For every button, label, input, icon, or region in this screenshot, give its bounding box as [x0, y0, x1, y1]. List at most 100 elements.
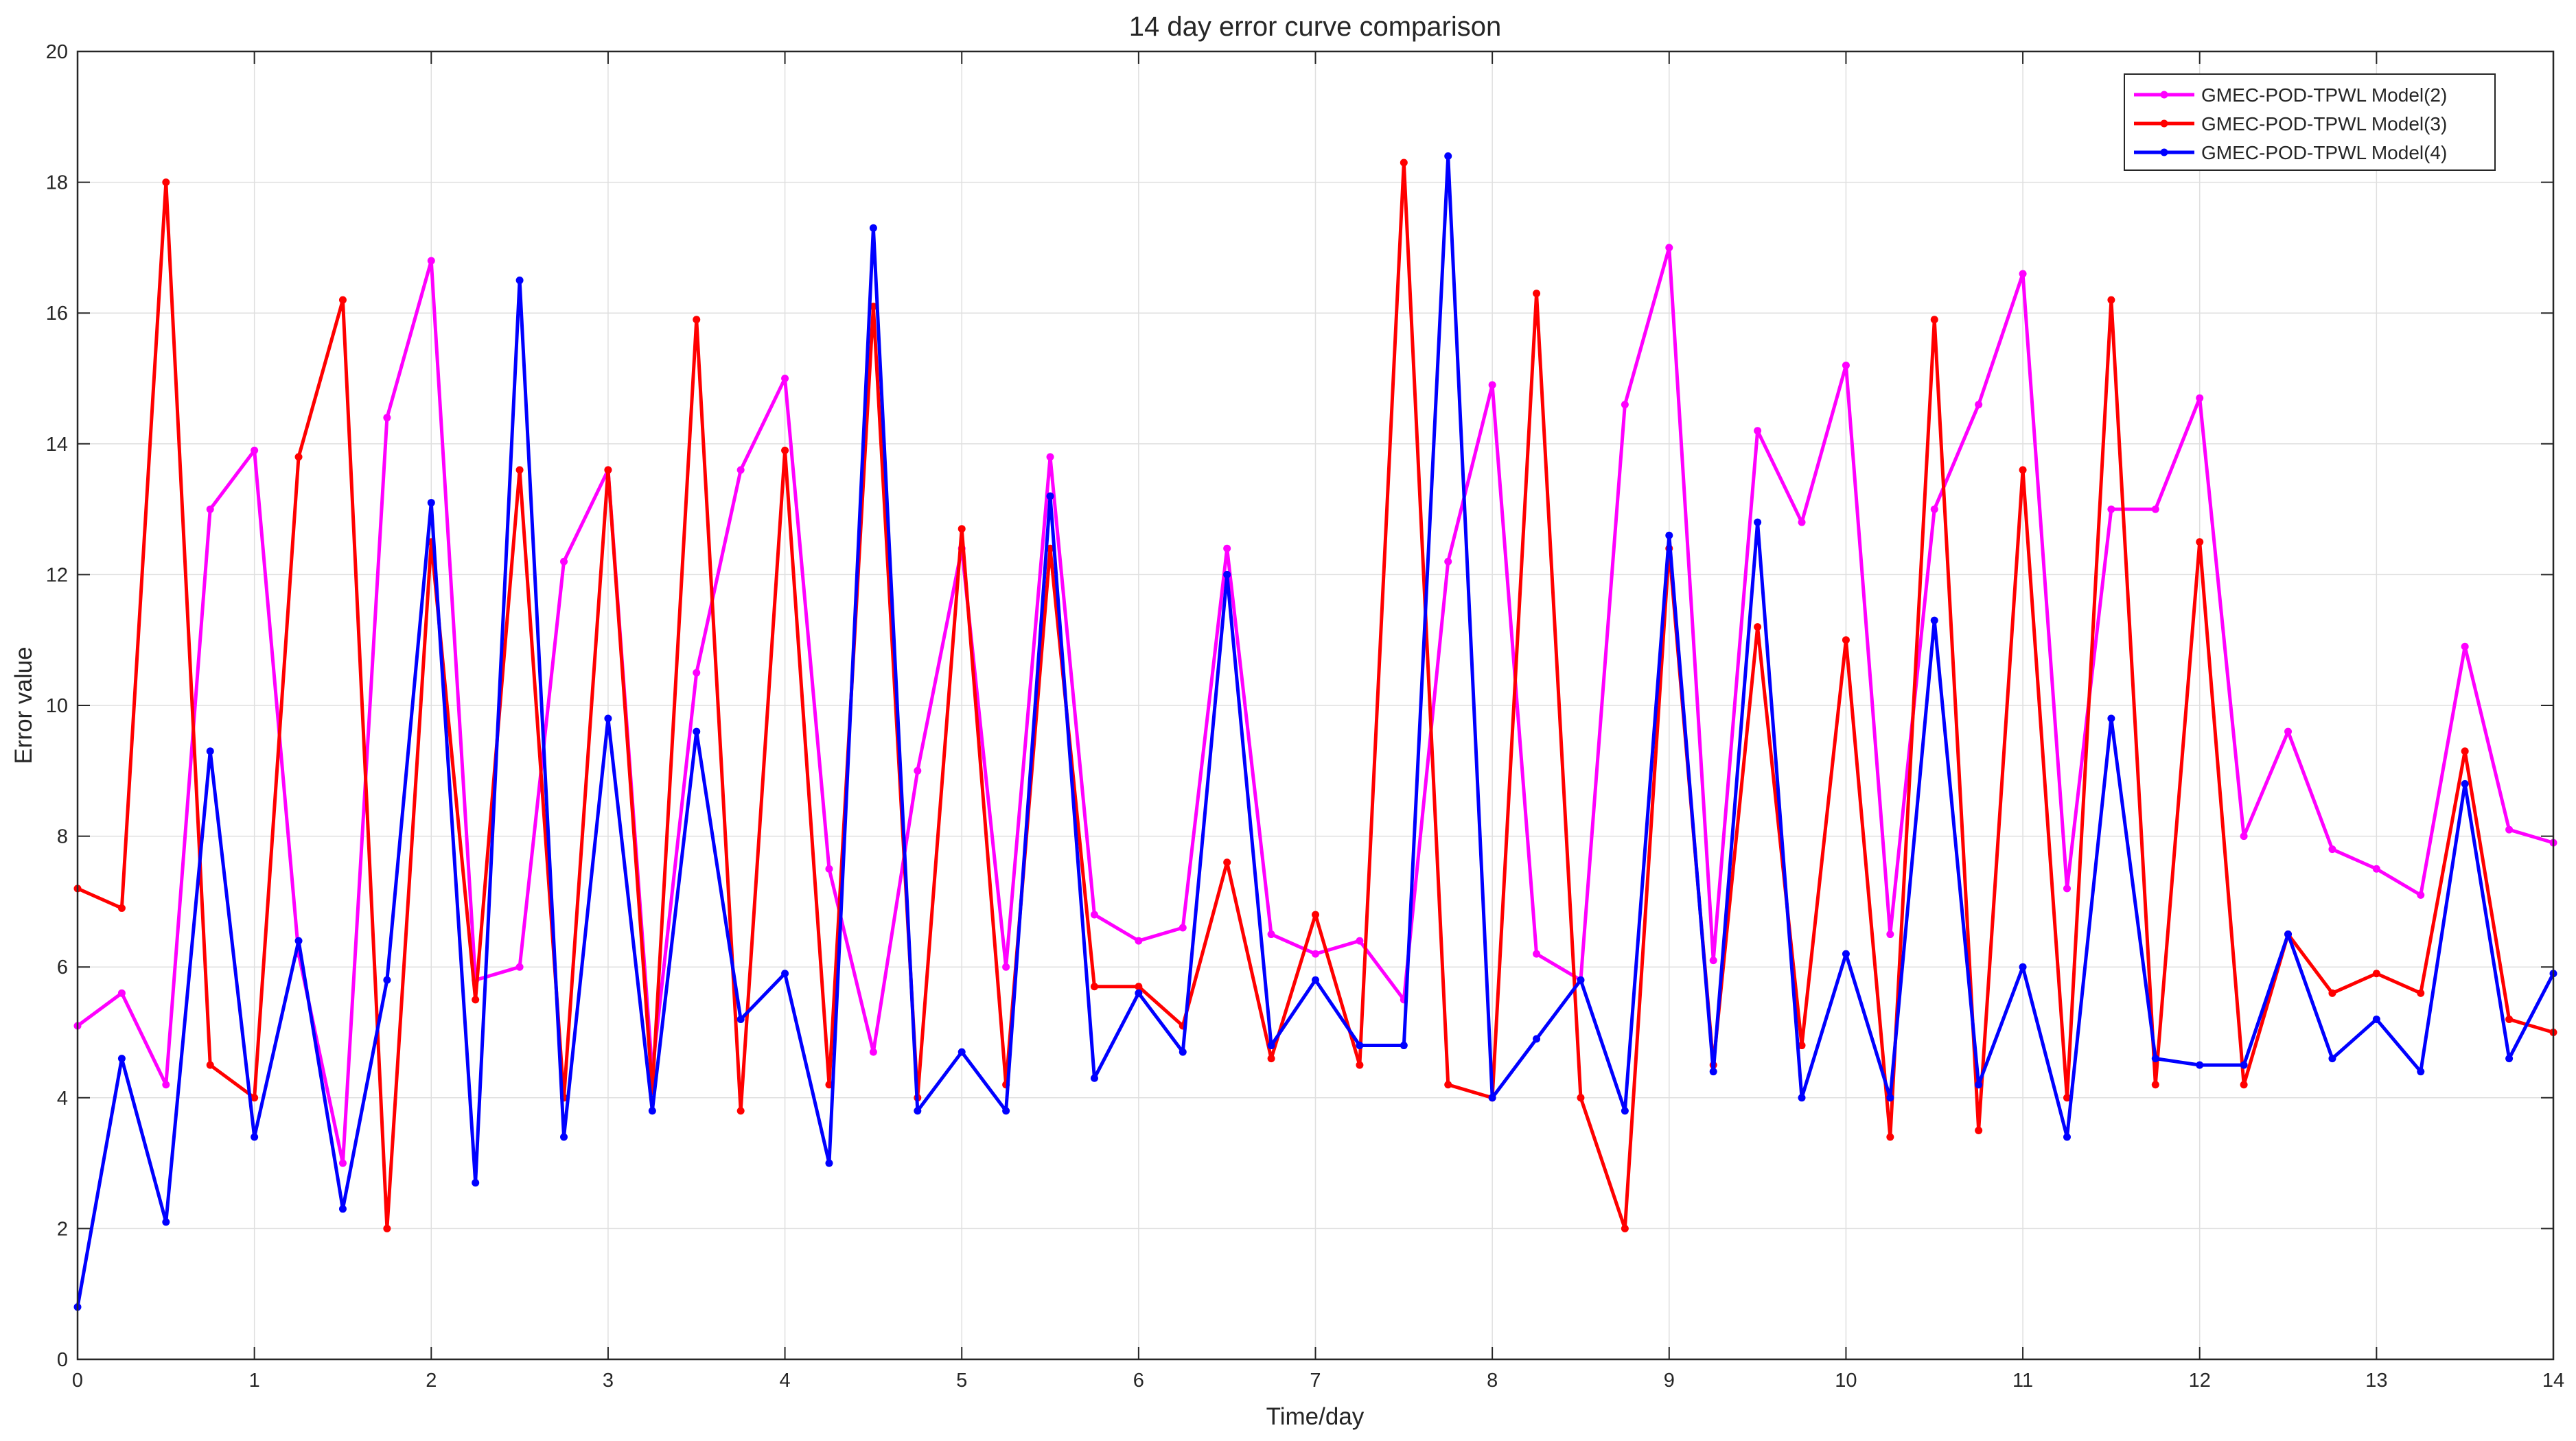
data-point — [2372, 1015, 2380, 1023]
x-tick-label: 5 — [956, 1370, 967, 1392]
data-point — [1754, 623, 1762, 631]
data-point — [2151, 1081, 2159, 1089]
x-tick-label: 2 — [426, 1370, 437, 1392]
data-point — [2151, 1055, 2159, 1063]
data-point — [1444, 557, 1452, 565]
data-point — [1798, 518, 1806, 526]
data-point — [736, 1107, 745, 1115]
data-point — [117, 1055, 126, 1063]
data-point — [2505, 825, 2514, 834]
data-point — [427, 499, 435, 507]
data-point — [1223, 858, 1231, 867]
data-point — [914, 1107, 922, 1115]
data-point — [1975, 401, 1983, 409]
data-point — [1754, 518, 1762, 526]
data-point — [1090, 911, 1098, 919]
data-point — [2461, 747, 2469, 755]
data-point — [1400, 159, 1408, 167]
y-tick-label: 8 — [57, 826, 68, 848]
data-point — [2196, 394, 2204, 402]
legend: GMEC-POD-TPWL Model(2) GMEC-POD-TPWL Mode… — [2124, 73, 2496, 171]
data-point — [2284, 727, 2293, 736]
data-point — [869, 224, 877, 232]
y-tick-label: 0 — [57, 1349, 68, 1371]
data-point — [162, 1081, 170, 1089]
legend-marker — [2160, 148, 2168, 156]
data-point — [338, 296, 347, 304]
y-tick-label: 10 — [46, 695, 68, 717]
data-point — [515, 963, 524, 971]
data-point — [1577, 1094, 1585, 1102]
data-point — [2461, 780, 2469, 788]
data-point — [1754, 427, 1762, 435]
data-point — [1135, 937, 1143, 945]
data-point — [604, 466, 612, 474]
data-point — [162, 1218, 170, 1226]
data-point — [604, 714, 612, 723]
data-point — [825, 865, 833, 873]
x-tick-label: 7 — [1310, 1370, 1321, 1392]
data-point — [1930, 616, 1938, 624]
data-point — [1090, 983, 1098, 991]
data-point — [2019, 270, 2027, 278]
data-point — [2107, 505, 2115, 513]
data-point — [2372, 865, 2380, 873]
series-1 — [73, 244, 2557, 1167]
data-point — [693, 668, 701, 677]
data-point — [1930, 505, 1938, 513]
data-point — [781, 375, 789, 382]
data-point — [338, 1159, 347, 1167]
legend-label: GMEC-POD-TPWL Model(2) — [2201, 84, 2447, 106]
data-point — [2284, 930, 2293, 939]
y-axis-label: Error value — [10, 646, 37, 764]
x-tick-label: 13 — [2365, 1370, 2387, 1392]
data-point — [736, 466, 745, 474]
data-point — [1267, 1055, 1275, 1063]
x-tick-label: 14 — [2542, 1370, 2564, 1392]
data-point — [1179, 1048, 1187, 1056]
data-point — [1223, 544, 1231, 552]
data-point — [2461, 642, 2469, 651]
data-point — [1356, 1061, 1364, 1069]
legend-marker — [2160, 91, 2168, 99]
data-point — [117, 989, 126, 997]
data-point — [1975, 1126, 1983, 1134]
data-point — [1709, 957, 1717, 965]
data-point — [958, 1048, 966, 1056]
data-point — [1090, 1074, 1098, 1082]
y-tick-label: 16 — [46, 303, 68, 325]
x-tick-label: 12 — [2189, 1370, 2211, 1392]
data-point — [515, 466, 524, 474]
data-point — [1886, 1094, 1894, 1102]
data-point — [1533, 290, 1541, 298]
data-point — [1930, 316, 1938, 324]
data-point — [383, 1224, 391, 1232]
data-point — [1046, 544, 1054, 552]
data-point — [427, 257, 435, 265]
data-point — [338, 1205, 347, 1213]
data-point — [2372, 970, 2380, 978]
x-tick-label: 1 — [249, 1370, 260, 1392]
chart-title: 14 day error curve comparison — [1129, 12, 1501, 42]
data-point — [693, 727, 701, 736]
data-point — [1665, 244, 1673, 252]
data-point — [736, 1015, 745, 1023]
data-point — [869, 303, 877, 311]
data-point — [2019, 963, 2027, 971]
data-point — [2505, 1015, 2514, 1023]
data-point — [383, 414, 391, 422]
data-point — [1267, 930, 1275, 939]
data-point — [1046, 492, 1054, 500]
data-point — [2328, 845, 2336, 854]
data-point — [1798, 1042, 1806, 1050]
x-tick-label: 4 — [780, 1370, 791, 1392]
data-point — [472, 996, 480, 1004]
data-point — [958, 525, 966, 533]
data-point — [1886, 1133, 1894, 1141]
y-tick-label: 20 — [46, 41, 68, 63]
data-point — [825, 1081, 833, 1089]
legend-marker — [2160, 119, 2168, 128]
x-tick-label: 6 — [1133, 1370, 1144, 1392]
data-point — [2063, 1133, 2071, 1141]
data-point — [1842, 361, 1850, 369]
